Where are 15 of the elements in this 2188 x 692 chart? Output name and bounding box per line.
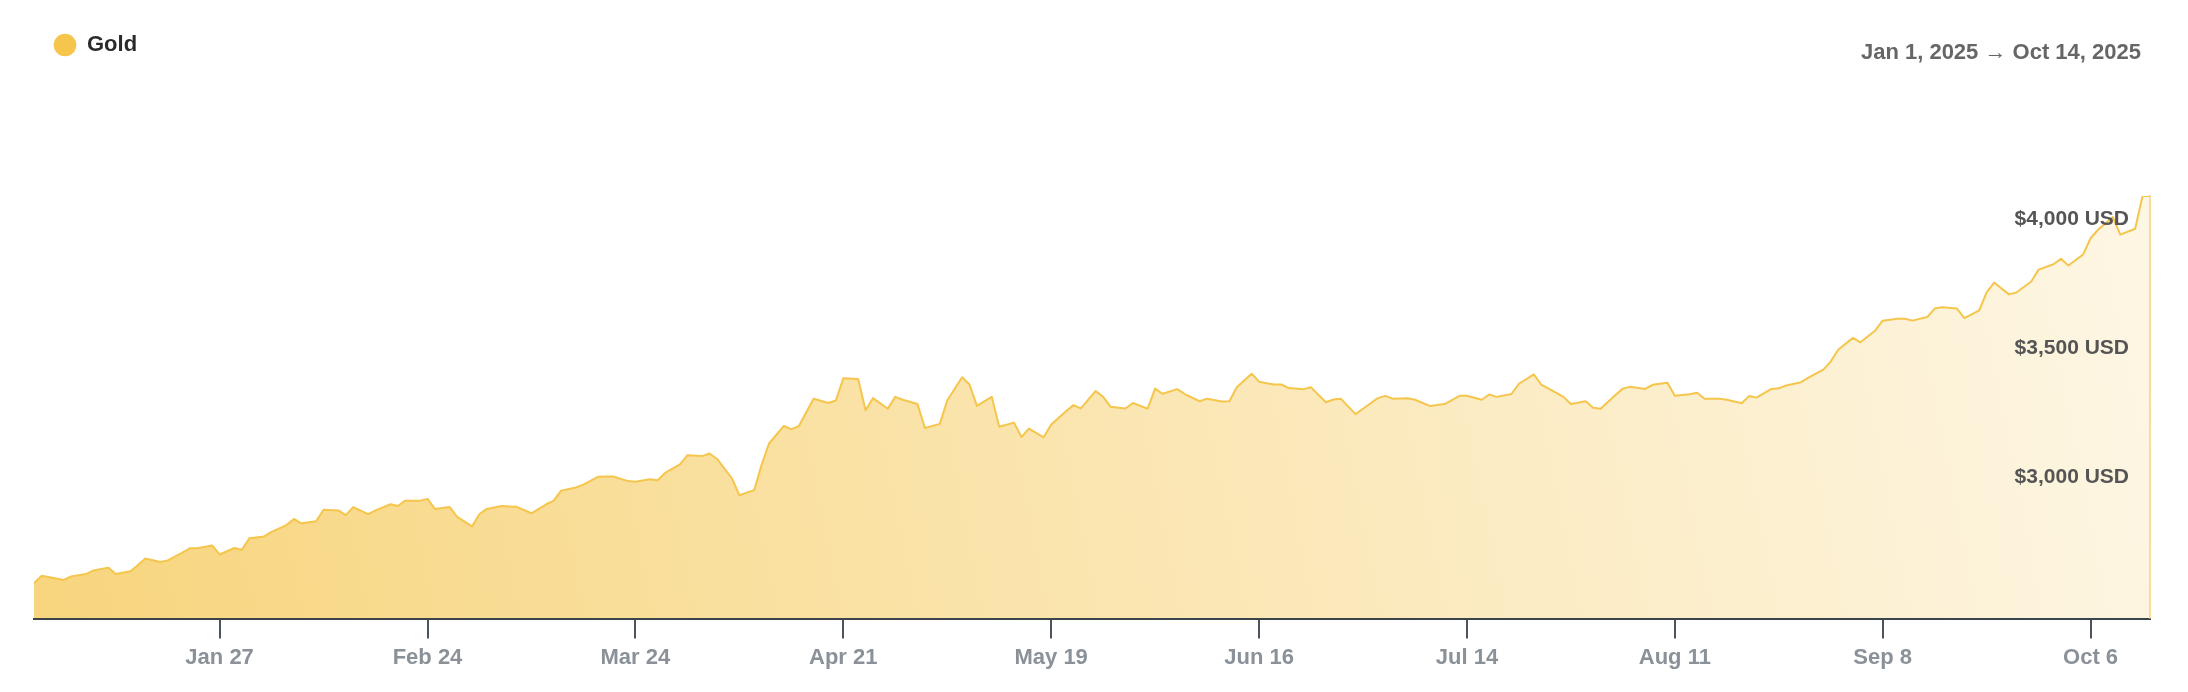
x-tick-label: Jul 14 bbox=[1435, 643, 1499, 669]
legend-label: Gold bbox=[87, 31, 138, 57]
chart-subtitle: Jan 1, 2025 → Oct 14, 2025 bbox=[1860, 39, 2141, 65]
x-tick-label: Feb 24 bbox=[392, 643, 464, 669]
x-tick-label: Oct 6 bbox=[2063, 643, 2119, 669]
y-tick-label: $3,000 USD bbox=[2014, 463, 2129, 487]
x-tick-label: Jun 16 bbox=[1224, 643, 1294, 669]
x-tick-label: May 19 bbox=[1014, 643, 1088, 669]
x-tick-label: Sep 8 bbox=[1853, 643, 1913, 669]
x-tick-label: Apr 21 bbox=[809, 643, 878, 669]
y-tick-label: $4,000 USD bbox=[2014, 206, 2129, 230]
x-tick-label: Jan 27 bbox=[185, 643, 254, 669]
x-tick-label: Aug 11 bbox=[1638, 643, 1711, 669]
y-tick-label: $3,500 USD bbox=[2014, 334, 2129, 358]
x-tick-label: Mar 24 bbox=[600, 643, 671, 669]
